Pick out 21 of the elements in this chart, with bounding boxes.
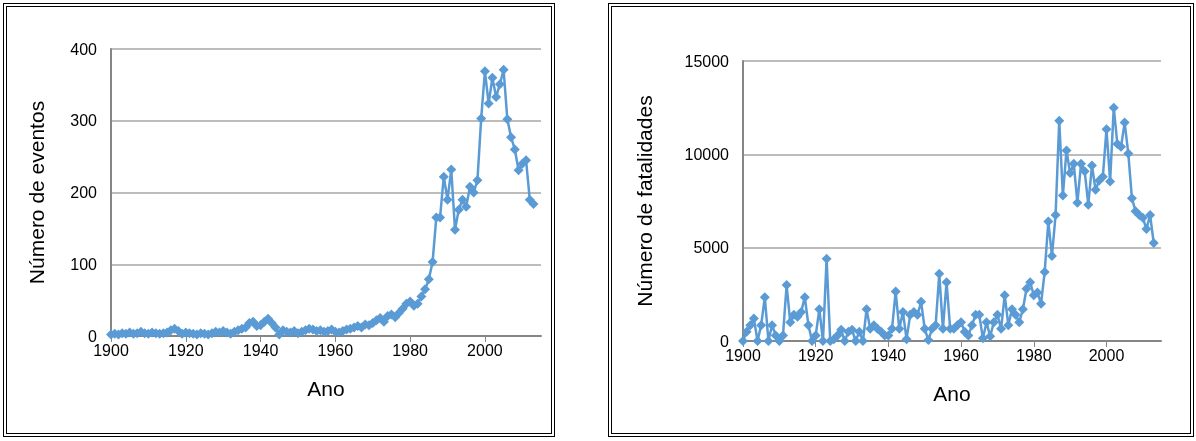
x-axis-title: Ano <box>307 377 345 400</box>
y-tick-label: 10000 <box>684 145 730 163</box>
x-tick-label: 1960 <box>943 346 979 364</box>
x-axis-title: Ano <box>933 382 971 405</box>
y-tick-label: 5000 <box>693 239 730 257</box>
x-tick-label: 1980 <box>1015 346 1052 364</box>
y-axis-title: Número de eventos <box>25 100 48 285</box>
x-tick-label: 1920 <box>167 341 204 359</box>
x-tick-label: 1980 <box>392 341 429 359</box>
y-tick-label: 400 <box>70 40 98 58</box>
y-axis-title: Número de fatalidades <box>633 95 656 307</box>
y-tick-label: 300 <box>70 112 98 130</box>
y-tick-label: 200 <box>70 184 98 201</box>
y-tick-label: 15000 <box>684 52 730 70</box>
x-tick-label: 2000 <box>467 341 503 359</box>
y-tick-label: 100 <box>70 255 98 273</box>
x-tick-label: 1960 <box>317 341 354 359</box>
x-tick-label: 2000 <box>1088 346 1125 364</box>
x-tick-label: 1940 <box>870 346 907 364</box>
x-tick-label: 1940 <box>242 341 279 359</box>
x-tick-label: 1920 <box>797 346 834 364</box>
